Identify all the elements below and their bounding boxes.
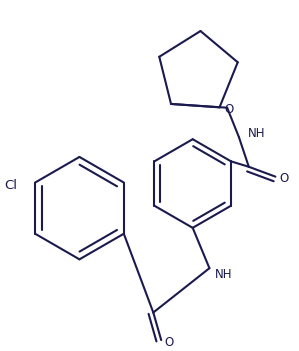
Text: O: O (164, 336, 174, 349)
Text: NH: NH (248, 127, 266, 140)
Text: O: O (280, 172, 289, 185)
Text: Cl: Cl (4, 179, 17, 192)
Text: O: O (225, 103, 234, 116)
Text: NH: NH (214, 267, 232, 280)
